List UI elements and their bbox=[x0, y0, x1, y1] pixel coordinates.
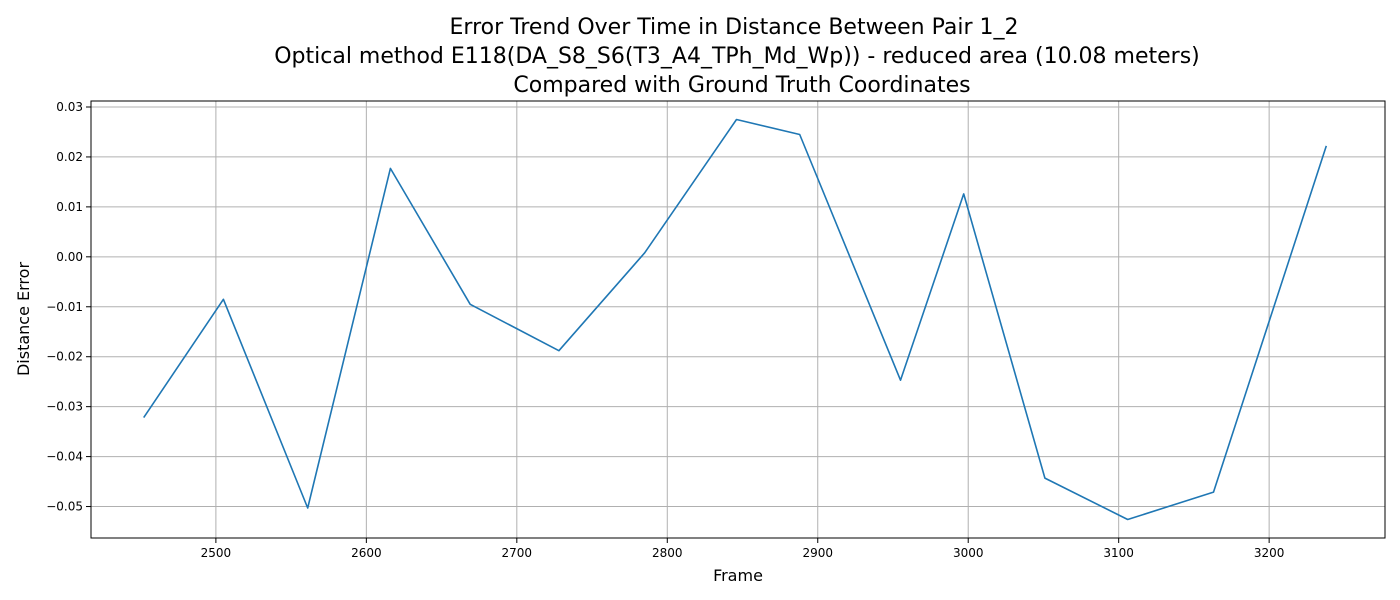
y-tick-label: 0.02 bbox=[56, 150, 83, 164]
x-tick-label: 2600 bbox=[351, 546, 382, 560]
x-tick-label: 2500 bbox=[201, 546, 232, 560]
x-tick-label: 3200 bbox=[1254, 546, 1285, 560]
y-tick-label: 0.01 bbox=[56, 200, 83, 214]
chart-title-line-1: Error Trend Over Time in Distance Betwee… bbox=[450, 15, 1019, 40]
chart-title-line-3: Compared with Ground Truth Coordinates bbox=[513, 73, 970, 98]
series-line bbox=[143, 118, 1328, 521]
y-axis-label: Distance Error bbox=[14, 262, 33, 376]
chart-title: Error Trend Over Time in Distance Betwee… bbox=[274, 15, 1200, 98]
y-tick-label: −0.04 bbox=[46, 450, 83, 464]
y-tick-label: 0.00 bbox=[56, 250, 83, 264]
x-tick-label: 3000 bbox=[953, 546, 984, 560]
y-tick-label: −0.05 bbox=[46, 500, 83, 514]
series-group bbox=[143, 118, 1328, 521]
chart-title-line-2: Optical method E118(DA_S8_S6(T3_A4_TPh_M… bbox=[274, 44, 1200, 69]
y-tick-label: 0.03 bbox=[56, 100, 83, 114]
grid-lines bbox=[91, 101, 1385, 538]
x-axis-label: Frame bbox=[713, 566, 763, 585]
x-tick-label: 2800 bbox=[652, 546, 683, 560]
axis-ticks bbox=[86, 106, 1270, 543]
y-tick-label: −0.03 bbox=[46, 400, 83, 414]
x-tick-label: 3100 bbox=[1103, 546, 1134, 560]
tick-labels: 2500 2600 2700 2800 2900 3000 3100 3200 0.03 0.02… bbox=[46, 100, 1284, 560]
x-tick-label: 2700 bbox=[502, 546, 533, 560]
x-tick-label: 2900 bbox=[802, 546, 833, 560]
plot-area-frame bbox=[90, 100, 1386, 539]
y-tick-label: −0.02 bbox=[46, 350, 83, 364]
y-tick-label: −0.01 bbox=[46, 300, 83, 314]
